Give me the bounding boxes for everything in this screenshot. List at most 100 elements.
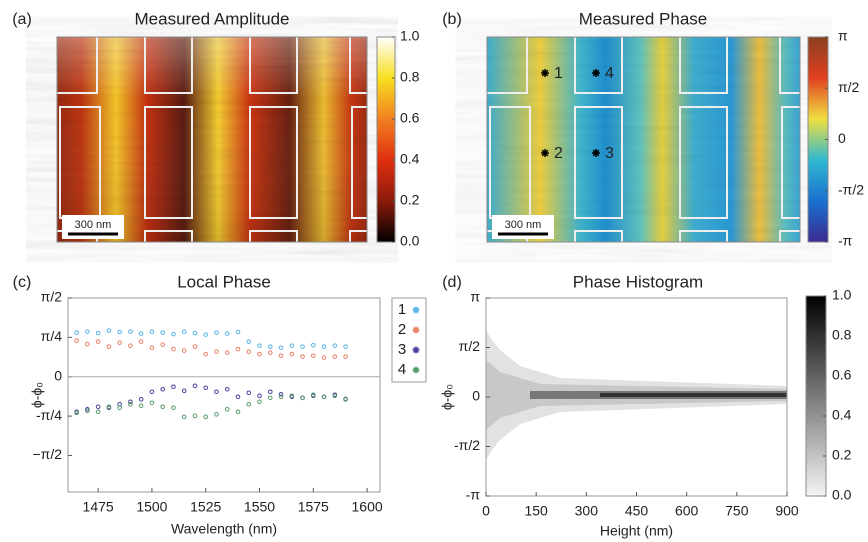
legend-label: 4 <box>398 361 406 378</box>
point <box>310 392 316 398</box>
marker-label: 3 <box>605 145 614 162</box>
colorbar-tick-label: 0 <box>838 130 846 146</box>
colorbar <box>805 295 827 497</box>
point <box>343 354 348 359</box>
legend-marker <box>412 306 420 314</box>
point <box>278 345 284 350</box>
point <box>278 391 284 397</box>
y-tick-label: −π/2 <box>32 446 62 462</box>
point <box>214 412 219 417</box>
point <box>321 355 327 360</box>
point <box>267 350 273 355</box>
point <box>138 396 144 402</box>
point <box>214 349 219 354</box>
panel-label: (c) <box>13 274 32 291</box>
point <box>171 405 176 411</box>
y-axis-label: ϕ-ϕ₀ <box>29 382 45 408</box>
point <box>106 344 112 349</box>
marker-label: 4 <box>605 65 614 82</box>
legend-marker <box>412 326 420 334</box>
point <box>171 384 176 390</box>
point <box>332 393 338 399</box>
marker-label: 1 <box>554 65 563 82</box>
x-tick-label: 300 <box>575 503 599 519</box>
y-tick-label: π/2 <box>41 289 63 305</box>
scale-bar-label: 300 nm <box>505 219 542 231</box>
chart-title: Local Phase <box>177 272 271 291</box>
y-tick-label: π/2 <box>459 338 481 354</box>
colorbar-tick-label: 0.2 <box>400 192 420 208</box>
point <box>95 330 101 336</box>
point <box>192 330 198 336</box>
x-tick-label: 1575 <box>298 499 329 515</box>
point <box>74 410 79 416</box>
point <box>74 338 79 343</box>
point <box>203 414 209 420</box>
point <box>203 332 209 337</box>
colorbar-tick-label: π <box>838 28 848 44</box>
point <box>267 344 273 349</box>
point <box>106 404 112 410</box>
point <box>160 386 165 392</box>
chart-title: Measured Amplitude <box>135 9 290 28</box>
point <box>278 394 284 400</box>
y-tick-label: 0 <box>54 367 62 383</box>
point <box>235 394 241 400</box>
point <box>235 409 241 415</box>
colorbar-tick-label: 0.8 <box>832 327 852 343</box>
legend-label: 3 <box>398 341 406 358</box>
point <box>85 341 90 347</box>
point <box>181 329 187 334</box>
panel-label: (b) <box>442 11 462 28</box>
point <box>267 395 273 401</box>
point <box>224 350 230 355</box>
point <box>85 407 90 412</box>
point <box>138 339 144 344</box>
point <box>310 342 316 348</box>
x-tick-label: 900 <box>775 503 799 519</box>
point <box>160 330 165 335</box>
histogram-image <box>486 330 787 460</box>
x-tick-label: 1525 <box>190 499 221 515</box>
point <box>235 329 241 335</box>
point <box>128 343 133 348</box>
point <box>289 343 295 348</box>
point <box>106 328 112 333</box>
point <box>85 329 90 334</box>
point <box>246 339 252 344</box>
point <box>267 389 273 395</box>
y-tick-label: -π <box>466 487 481 503</box>
colorbar-tick-label: 0.4 <box>400 151 420 167</box>
point <box>321 344 327 349</box>
point <box>278 353 284 358</box>
x-tick-label: 1550 <box>244 499 275 515</box>
x-tick-label: 750 <box>725 503 749 519</box>
y-tick-label: -π/4 <box>36 407 62 423</box>
point <box>160 342 165 347</box>
point <box>246 401 252 407</box>
x-tick-label: 150 <box>524 503 548 519</box>
point <box>257 399 262 405</box>
marker <box>592 149 600 157</box>
point <box>95 404 101 410</box>
marker <box>541 69 549 77</box>
panel-label: (d) <box>442 274 462 291</box>
point <box>128 329 133 334</box>
point <box>203 351 209 357</box>
colorbar-tick-label: 0.6 <box>400 110 420 126</box>
point <box>343 344 348 349</box>
point <box>224 386 230 392</box>
point <box>289 351 295 357</box>
colorbar-tick-label: 0.4 <box>832 407 852 423</box>
phase-image <box>486 36 801 243</box>
x-tick-label: 1500 <box>136 499 167 515</box>
legend-marker <box>412 346 420 354</box>
plot-frame <box>67 297 381 493</box>
point <box>181 414 187 420</box>
colorbar-tick-label: -π <box>838 233 853 249</box>
point <box>224 331 230 336</box>
chart-title: Measured Phase <box>579 9 708 28</box>
point <box>95 339 101 344</box>
